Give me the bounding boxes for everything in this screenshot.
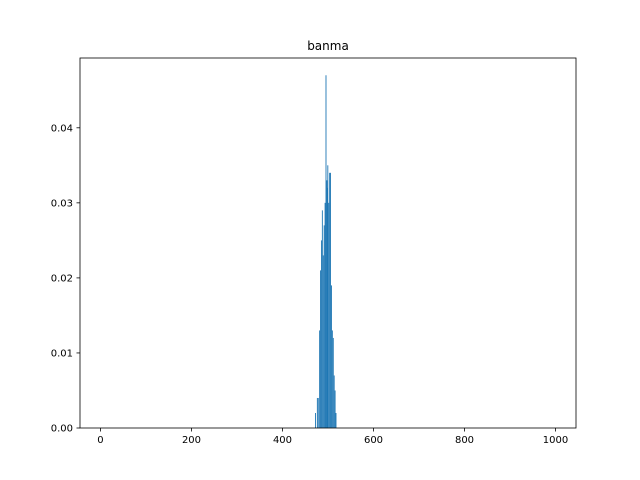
x-tick-label: 0: [97, 435, 103, 446]
bar: [327, 165, 329, 428]
bar: [319, 330, 321, 428]
bar: [335, 412, 337, 428]
y-tick-label: 0.04: [51, 123, 73, 134]
plot-frame: [79, 57, 577, 429]
y-tick-label: 0.00: [51, 424, 73, 435]
bar: [316, 397, 318, 428]
bar: [321, 210, 323, 428]
bar: [331, 285, 332, 428]
bar: [330, 172, 331, 428]
x-tick-label: 400: [273, 435, 292, 446]
bar: [323, 225, 325, 428]
bar: [328, 202, 330, 428]
bar: [324, 202, 326, 428]
x-tick-label: 200: [182, 435, 201, 446]
x-tick-label: 1000: [543, 435, 568, 446]
bar: [326, 187, 328, 428]
bar: [329, 172, 331, 428]
x-tick-label: 600: [364, 435, 383, 446]
bar: [322, 255, 324, 428]
axes-group: 0 200 400 600 800 1000 0.00 0.01 0.02 0.03 0.04: [51, 57, 577, 446]
chart-title: banma: [307, 39, 349, 53]
x-tick-label: 800: [455, 435, 474, 446]
bars-group: [315, 75, 337, 429]
bar: [331, 330, 333, 428]
y-tick-label: 0.03: [51, 198, 73, 209]
bar: [315, 412, 316, 428]
bar: [333, 375, 335, 428]
bar: [334, 390, 336, 428]
y-tick-label: 0.01: [51, 348, 73, 359]
bar: [320, 240, 322, 428]
bar: [326, 180, 328, 428]
bar: [325, 75, 327, 429]
bar: [317, 397, 319, 428]
bar: [332, 337, 334, 428]
bar: [320, 270, 321, 428]
y-tick-label: 0.02: [51, 273, 73, 284]
